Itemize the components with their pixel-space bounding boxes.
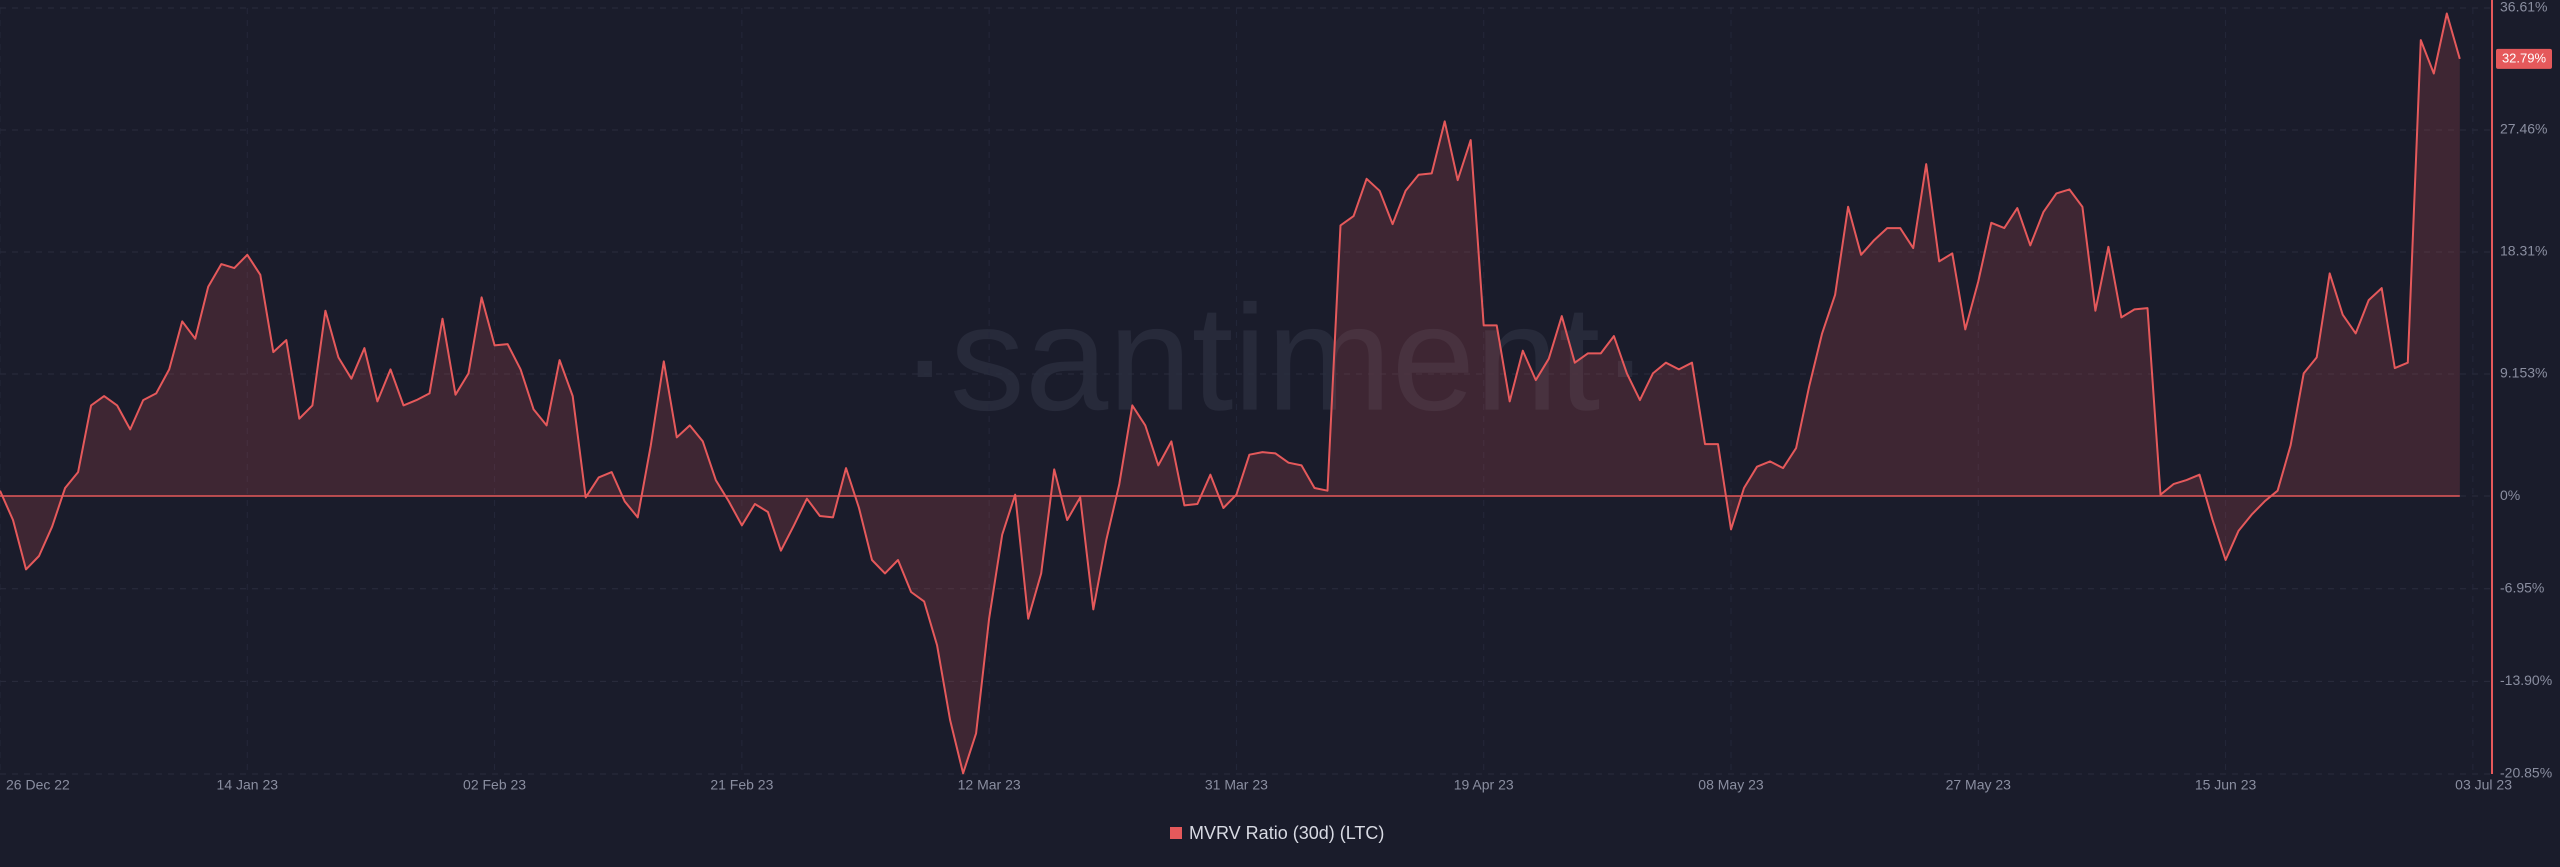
x-tick-label: 31 Mar 23 [1205, 777, 1268, 793]
y-tick-label: 18.31% [2500, 243, 2547, 259]
y-tick-label: -13.90% [2500, 672, 2552, 688]
area [0, 13, 2460, 774]
y-tick-label: 27.46% [2500, 121, 2547, 137]
x-tick-label: 12 Mar 23 [958, 777, 1021, 793]
y-tick-label: 36.61% [2500, 0, 2547, 15]
x-tick-label: 26 Dec 22 [6, 777, 70, 793]
x-tick-label: 14 Jan 23 [217, 777, 279, 793]
y-tick-label: -20.85% [2500, 765, 2552, 781]
x-tick-label: 15 Jun 23 [2195, 777, 2257, 793]
y-tick-label: -6.95% [2500, 579, 2544, 595]
legend-label: MVRV Ratio (30d) (LTC) [1189, 823, 1384, 843]
line [0, 12, 2461, 775]
x-tick-label: 08 May 23 [1698, 777, 1764, 793]
y-tick-label: 9.153% [2500, 365, 2547, 381]
legend-swatch [1170, 827, 1182, 839]
last-value-box [2496, 48, 2552, 69]
y-tick-label: 0% [2500, 487, 2520, 503]
x-tick-label: 03 Jul 23 [2455, 777, 2512, 793]
x-tick-label: 27 May 23 [1946, 777, 2012, 793]
last-value-label: 32.79% [2502, 50, 2547, 65]
x-tick-label: 02 Feb 23 [463, 777, 526, 793]
x-tick-label: 21 Feb 23 [710, 777, 773, 793]
x-tick-label: 19 Apr 23 [1454, 777, 1514, 793]
